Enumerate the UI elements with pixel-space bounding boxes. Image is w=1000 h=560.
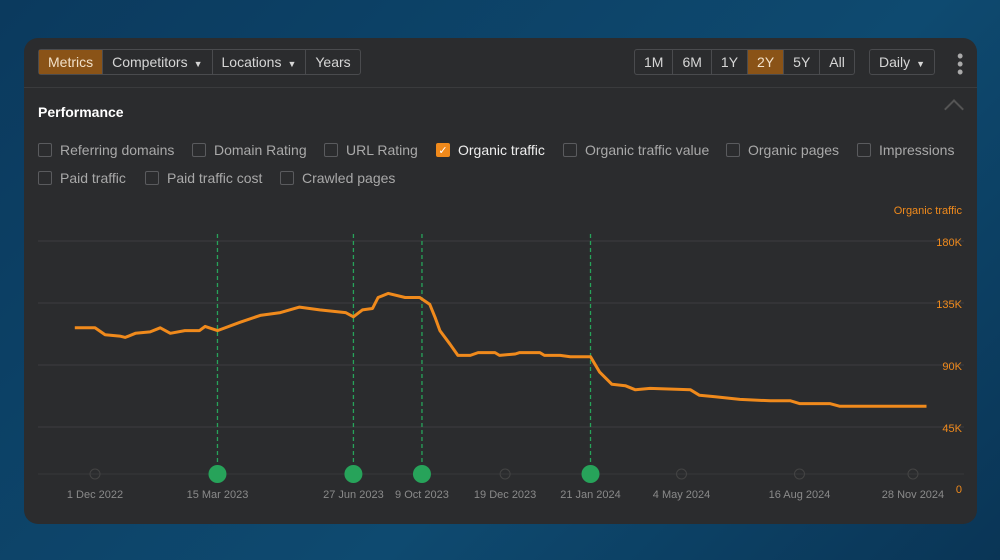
checkbox-crawled-pages[interactable]: Crawled pages [280, 170, 395, 186]
checkbox-icon [192, 143, 206, 157]
tab-label: Years [315, 54, 351, 70]
checkbox-label: Organic traffic [458, 142, 545, 158]
event-marker[interactable] [344, 465, 363, 483]
y-tick-label: 90K [942, 361, 962, 373]
caret-down-icon: ▼ [916, 59, 926, 69]
checkbox-icon [145, 171, 159, 185]
checkbox-icon [726, 143, 740, 157]
x-tick-label: 21 Jan 2024 [560, 489, 621, 501]
caret-down-icon: ▼ [287, 59, 297, 69]
checkbox-icon [280, 171, 294, 185]
checkbox-icon [563, 143, 577, 157]
checkbox-label: Domain Rating [214, 142, 307, 158]
organic-traffic-chart: 0 45K 90K 135K 180K Organic traffic 1 Dec 2022… [38, 205, 964, 501]
x-tick-label: 1 Dec 2022 [67, 489, 123, 501]
checkbox-url-rating[interactable]: URL Rating [324, 142, 418, 158]
x-tick-label: 4 May 2024 [653, 489, 710, 501]
checkbox-icon [38, 171, 52, 185]
range-5y[interactable]: 5Y [784, 50, 821, 74]
y-tick-label: 45K [942, 423, 962, 435]
section-title: Performance [38, 104, 124, 120]
range-selector: 1M 6M 1Y 2Y 5Y All [634, 49, 855, 75]
organic-traffic-line [74, 291, 927, 408]
checkbox-organic-traffic[interactable]: ✓ Organic traffic [436, 142, 545, 158]
tab-years[interactable]: Years [306, 50, 359, 74]
checkbox-paid-traffic[interactable]: Paid traffic [38, 170, 126, 186]
x-tick-label: 28 Nov 2024 [882, 489, 944, 501]
y-tick-label: 180K [936, 237, 962, 249]
tab-label: Metrics [48, 54, 94, 70]
y-axis-label: Organic traffic [894, 205, 963, 217]
more-options-icon[interactable]: • • • [957, 46, 964, 82]
checkbox-icon [857, 143, 871, 157]
annotation-marker[interactable] [907, 468, 919, 480]
y-tick-label: 0 [956, 484, 962, 496]
range-6m[interactable]: 6M [673, 50, 712, 74]
x-tick-label: 27 Jun 2023 [323, 489, 384, 501]
event-marker[interactable] [581, 465, 600, 483]
tab-competitors[interactable]: Competitors ▼ [103, 50, 213, 74]
caret-down-icon: ▼ [193, 59, 203, 69]
tab-label: Competitors [112, 54, 188, 70]
annotation-marker[interactable] [676, 468, 688, 480]
checkbox-label: Crawled pages [302, 170, 396, 186]
checkbox-organic-pages[interactable]: Organic pages [726, 142, 839, 158]
x-tick-label: 9 Oct 2023 [395, 489, 449, 501]
annotation-marker[interactable] [793, 468, 805, 480]
checkbox-referring-domains[interactable]: Referring domains [38, 142, 174, 158]
checkbox-label: Organic pages [748, 142, 840, 158]
view-tabs: Metrics Competitors ▼ Locations ▼ Years [38, 49, 361, 75]
event-marker[interactable] [208, 465, 227, 483]
annotation-marker[interactable] [89, 468, 101, 480]
checkbox-label: URL Rating [346, 142, 418, 158]
toolbar: Metrics Competitors ▼ Locations ▼ Years 1M 6M 1… [24, 38, 977, 88]
y-tick-label: 135K [936, 299, 962, 311]
tab-label: Locations [221, 54, 282, 70]
checkmark-icon: ✓ [436, 143, 450, 157]
range-1m[interactable]: 1M [635, 50, 674, 74]
tab-metrics[interactable]: Metrics [39, 50, 104, 74]
range-2y[interactable]: 2Y [748, 50, 785, 74]
x-tick-label: 15 Mar 2023 [187, 489, 249, 501]
checkbox-label: Impressions [879, 142, 955, 158]
checkbox-icon [324, 143, 338, 157]
checkbox-icon [38, 143, 52, 157]
checkbox-label: Referring domains [60, 142, 175, 158]
checkbox-paid-traffic-cost[interactable]: Paid traffic cost [145, 170, 262, 186]
interval-label: Daily [879, 54, 911, 70]
range-1y[interactable]: 1Y [712, 50, 749, 74]
event-marker[interactable] [412, 465, 431, 483]
x-tick-label: 19 Dec 2023 [474, 489, 536, 501]
x-tick-label: 16 Aug 2024 [769, 489, 831, 501]
checkbox-label: Organic traffic value [585, 142, 710, 158]
checkbox-label: Paid traffic cost [167, 170, 263, 186]
checkbox-organic-traffic-value[interactable]: Organic traffic value [563, 142, 709, 158]
checkbox-label: Paid traffic [60, 170, 126, 186]
checkbox-impressions[interactable]: Impressions [857, 142, 954, 158]
range-all[interactable]: All [829, 54, 845, 70]
interval-dropdown[interactable]: Daily ▼ [869, 49, 936, 75]
tab-locations[interactable]: Locations ▼ [213, 50, 307, 74]
checkbox-domain-rating[interactable]: Domain Rating [192, 142, 307, 158]
performance-panel: Metrics Competitors ▼ Locations ▼ Years 1M 6M 1… [24, 38, 977, 524]
annotation-marker[interactable] [499, 468, 511, 480]
